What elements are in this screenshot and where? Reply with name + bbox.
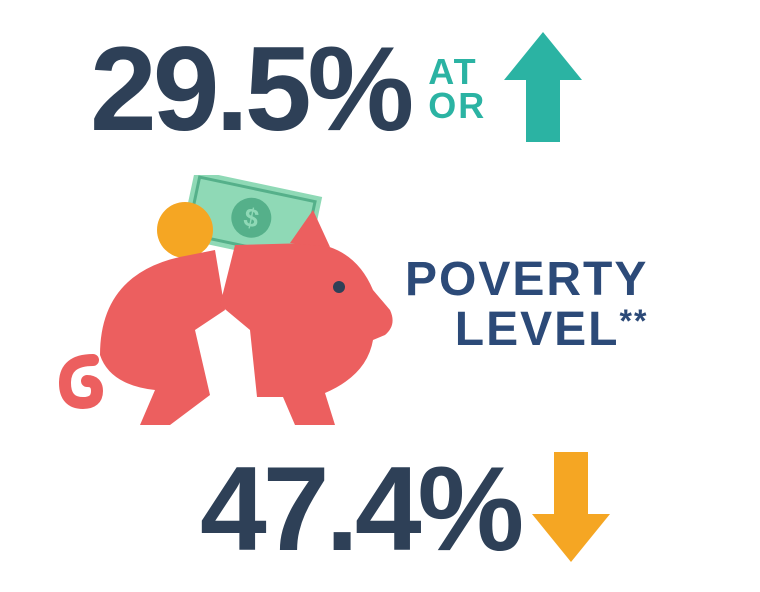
label-asterisks: **: [619, 303, 648, 339]
piggy-bank-illustration: $: [55, 175, 395, 425]
label-line1: POVERTY: [405, 255, 648, 305]
at-or-label: AT OR: [428, 55, 486, 123]
bottom-percent-value: 47.4%: [200, 440, 520, 578]
at-text: AT: [428, 55, 486, 89]
poverty-level-label: POVERTY LEVEL**: [405, 255, 648, 356]
top-percent-value: 29.5%: [90, 20, 410, 158]
label-line2: LEVEL: [455, 303, 620, 356]
top-stat-row: 29.5% AT OR: [90, 20, 582, 158]
label-line2-wrap: LEVEL**: [405, 305, 648, 355]
arrow-down-icon: [532, 452, 610, 567]
bottom-stat-row: 47.4%: [200, 440, 610, 578]
arrow-up-icon: [504, 32, 582, 147]
or-text: OR: [428, 89, 486, 123]
